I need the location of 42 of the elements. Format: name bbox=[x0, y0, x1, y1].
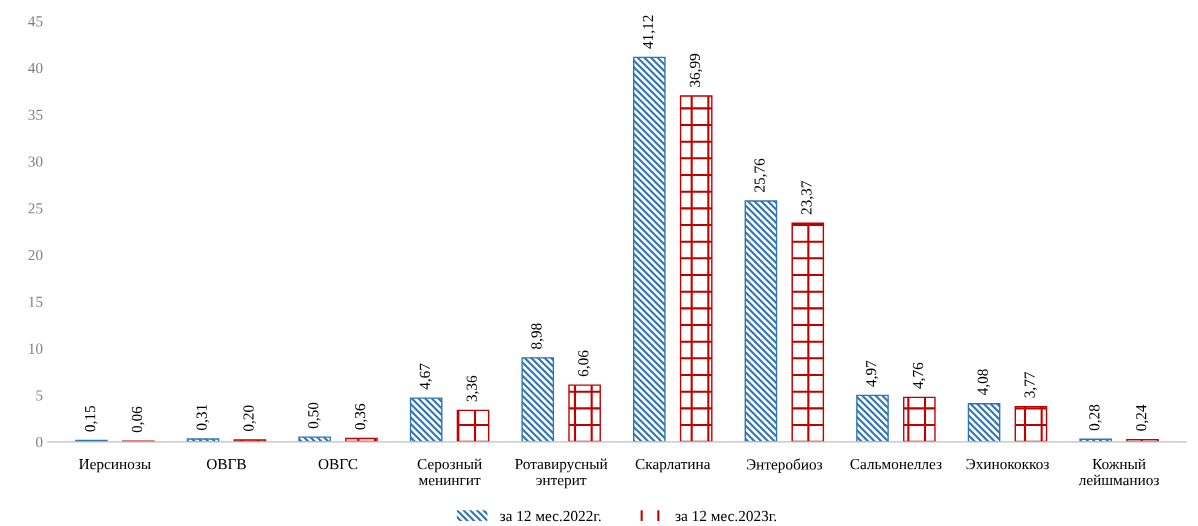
y-tick-label: 15 bbox=[29, 296, 43, 308]
data-label: 0,15 bbox=[84, 405, 98, 432]
x-tick-label: ОВГС bbox=[318, 458, 358, 470]
data-label: 0,31 bbox=[196, 404, 210, 431]
data-label: 0,28 bbox=[1089, 404, 1102, 431]
y-tick-label: 5 bbox=[36, 390, 43, 401]
data-label: 0,20 bbox=[243, 405, 256, 432]
y-tick-label: 30 bbox=[28, 156, 43, 167]
x-tick-label: Ротавирусный энтерит bbox=[515, 458, 608, 489]
data-label: 8,98 bbox=[531, 323, 544, 349]
data-label: 25,76 bbox=[754, 158, 767, 192]
x-tick-label: Кожный лейшманиоз bbox=[1078, 458, 1159, 486]
legend-label: за 12 мес.2023г. bbox=[675, 510, 777, 522]
x-tick-label: Энтеробиоз bbox=[746, 458, 823, 473]
data-label: 0,06 bbox=[131, 406, 145, 433]
y-tick-label: 20 bbox=[28, 249, 43, 261]
x-tick-label: Скарлатина bbox=[635, 458, 711, 473]
data-label: 41,12 bbox=[642, 15, 656, 49]
x-tick-label: Сальмонеллез bbox=[850, 458, 942, 470]
x-tick-label: Эхинококкоз bbox=[966, 458, 1049, 470]
x-tick-label: ОВГВ bbox=[206, 458, 246, 470]
y-tick-label: 10 bbox=[29, 343, 43, 354]
y-tick-label: 35 bbox=[28, 109, 43, 120]
data-label: 6,06 bbox=[578, 350, 591, 377]
data-label: 3,77 bbox=[1024, 371, 1037, 398]
x-tick-label: Иерсинозы bbox=[79, 459, 151, 473]
data-label: 3,36 bbox=[466, 375, 480, 402]
data-label: 4,97 bbox=[866, 360, 879, 387]
x-tick-label: Серозный менингит bbox=[417, 458, 482, 486]
data-label: 4,76 bbox=[912, 362, 926, 389]
data-label: 23,37 bbox=[801, 181, 814, 215]
y-tick-label: 25 bbox=[28, 203, 43, 214]
data-label: 0,36 bbox=[354, 403, 368, 430]
data-label: 0,24 bbox=[1136, 404, 1149, 431]
data-label: 36,99 bbox=[689, 53, 703, 87]
data-label: 4,08 bbox=[977, 369, 991, 396]
legend-label: за 12 мес.2022г. bbox=[500, 510, 601, 522]
data-label: 4,67 bbox=[419, 363, 433, 390]
data-label: 0,50 bbox=[308, 402, 321, 429]
y-tick-label: 40 bbox=[28, 62, 43, 74]
y-tick-label: 0 bbox=[36, 436, 43, 448]
y-tick-label: 45 bbox=[28, 16, 43, 27]
